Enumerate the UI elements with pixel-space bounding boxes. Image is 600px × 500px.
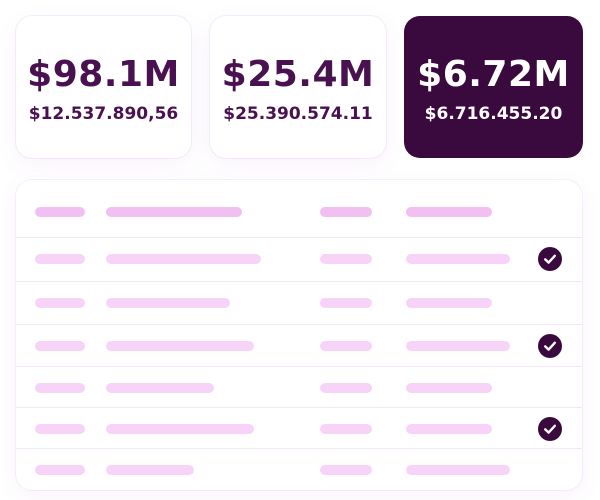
cell-placeholder-bar [106,423,254,434]
cell-placeholder-bar [406,382,492,393]
cell-placeholder-bar [406,297,492,308]
cell-placeholder-bar [320,382,372,393]
stat-value-short: $6.72M [417,54,570,95]
header-placeholder-bar [35,206,85,217]
cell-placeholder-bar [106,297,230,308]
stat-value-exact: $25.390.574.11 [223,104,373,124]
cell-placeholder-bar [35,382,85,393]
cell-placeholder-bar [106,464,194,475]
cell-placeholder-bar [320,423,372,434]
table-header-row [16,191,582,232]
cell-placeholder-bar [35,464,85,475]
check-circle-icon [538,416,562,441]
table-row[interactable] [16,366,582,408]
cell-placeholder-bar [320,297,372,308]
table-row[interactable] [16,237,582,279]
cell-placeholder-bar [35,297,85,308]
cell-placeholder-bar [320,253,372,264]
table-row[interactable] [16,324,582,366]
stat-card-total: $98.1M $12.537.890,56 [16,16,191,158]
cell-placeholder-bar [406,464,510,475]
header-placeholder-bar [106,206,242,217]
stat-card-highlighted: $6.72M $6.716.455.20 [404,16,583,158]
cell-placeholder-bar [35,340,85,351]
stat-card-second: $25.4M $25.390.574.11 [210,16,386,158]
cell-placeholder-bar [106,340,254,351]
cell-placeholder-bar [406,340,510,351]
cell-placeholder-bar [106,253,261,264]
stat-value-short: $98.1M [27,54,180,95]
cell-placeholder-bar [106,382,214,393]
data-table [16,180,582,490]
header-placeholder-bar [320,206,372,217]
table-row[interactable] [16,281,582,323]
cell-placeholder-bar [320,464,372,475]
table-row[interactable] [16,407,582,449]
cell-placeholder-bar [35,253,85,264]
stat-value-exact: $12.537.890,56 [28,104,179,124]
cell-placeholder-bar [320,340,372,351]
check-circle-icon [538,246,562,271]
cell-placeholder-bar [406,423,492,434]
cell-placeholder-bar [35,423,85,434]
check-circle-icon [538,333,562,358]
table-row[interactable] [16,448,582,490]
header-placeholder-bar [406,206,492,217]
cell-placeholder-bar [406,253,510,264]
stat-value-short: $25.4M [221,54,375,95]
stat-value-exact: $6.716.455.20 [424,104,563,124]
